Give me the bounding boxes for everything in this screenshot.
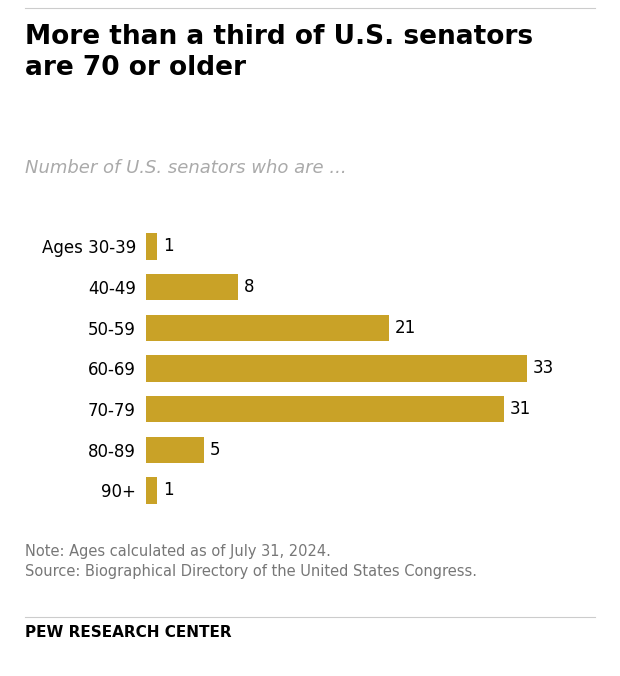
Bar <box>146 396 504 422</box>
Bar <box>146 477 157 504</box>
Text: 1: 1 <box>163 237 174 256</box>
Text: PEW RESEARCH CENTER: PEW RESEARCH CENTER <box>25 625 231 640</box>
Text: 31: 31 <box>510 400 531 418</box>
Text: 8: 8 <box>244 278 254 296</box>
Text: 1: 1 <box>163 481 174 500</box>
Bar <box>146 355 527 382</box>
Text: 5: 5 <box>210 441 220 459</box>
Bar <box>146 233 157 260</box>
Text: Note: Ages calculated as of July 31, 2024.: Note: Ages calculated as of July 31, 202… <box>25 544 330 559</box>
Bar <box>146 274 238 300</box>
Bar <box>146 314 389 341</box>
Bar <box>146 437 203 463</box>
Text: Source: Biographical Directory of the United States Congress.: Source: Biographical Directory of the Un… <box>25 564 477 579</box>
Text: More than a third of U.S. senators
are 70 or older: More than a third of U.S. senators are 7… <box>25 24 533 80</box>
Text: 21: 21 <box>394 319 415 337</box>
Text: 33: 33 <box>533 360 554 377</box>
Text: Number of U.S. senators who are ...: Number of U.S. senators who are ... <box>25 159 347 177</box>
